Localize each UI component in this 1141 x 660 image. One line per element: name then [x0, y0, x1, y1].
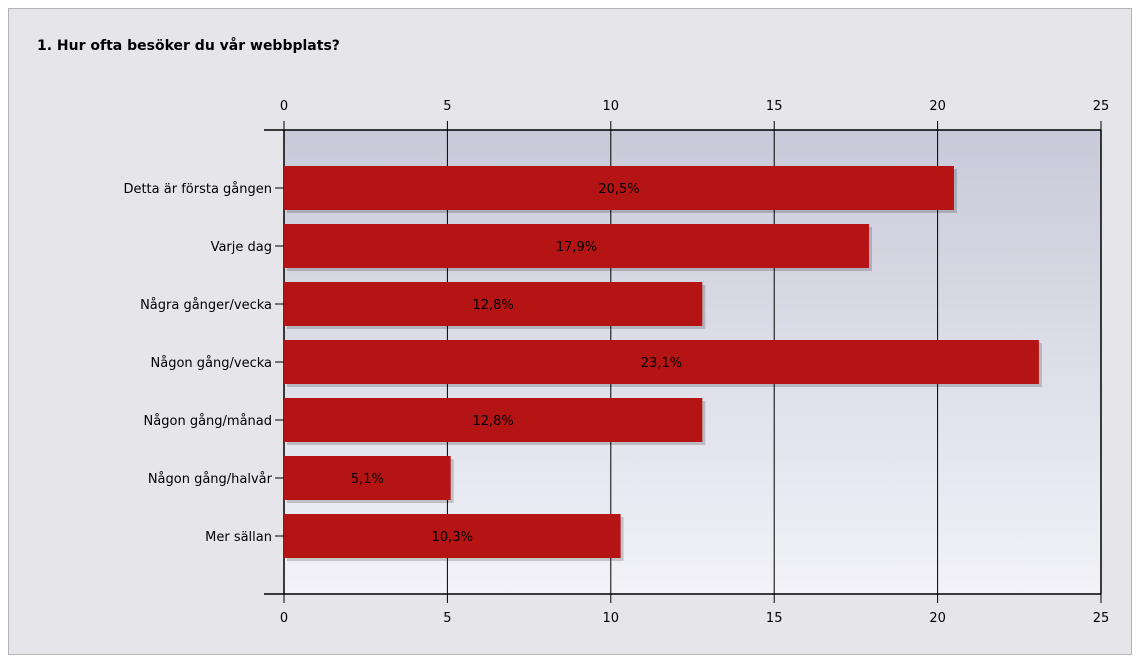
data-label: 17,9% — [556, 240, 597, 255]
bar — [284, 224, 869, 268]
x-tick-label-top: 0 — [280, 99, 288, 114]
category-label: Någon gång/månad — [144, 414, 272, 429]
bar — [284, 514, 621, 558]
category-label: Detta är första gången — [123, 182, 272, 197]
x-tick-label-bottom: 15 — [766, 611, 783, 626]
x-tick-label-bottom: 20 — [929, 611, 946, 626]
x-tick-label-bottom: 10 — [603, 611, 620, 626]
x-tick-label-top: 20 — [929, 99, 946, 114]
data-label: 20,5% — [598, 182, 639, 197]
question-title: 1. Hur ofta besöker du vår webbplats? — [37, 38, 340, 54]
x-tick-label-bottom: 0 — [280, 611, 288, 626]
bar — [284, 456, 451, 500]
data-label: 12,8% — [472, 414, 513, 429]
bar — [284, 282, 703, 326]
data-label: 23,1% — [641, 356, 682, 371]
category-label: Mer sällan — [205, 530, 272, 545]
x-tick-label-top: 5 — [443, 99, 451, 114]
category-label: Varje dag — [211, 240, 272, 255]
bar — [284, 398, 703, 442]
category-label: Någon gång/halvår — [148, 472, 273, 487]
data-label: 10,3% — [432, 530, 473, 545]
x-tick-label-bottom: 25 — [1093, 611, 1110, 626]
data-label: 5,1% — [351, 472, 384, 487]
bar — [284, 166, 954, 210]
category-label: Någon gång/vecka — [151, 356, 272, 371]
x-tick-label-top: 10 — [603, 99, 620, 114]
x-tick-label-bottom: 5 — [443, 611, 451, 626]
category-label: Några gånger/vecka — [140, 298, 272, 313]
x-tick-label-top: 25 — [1093, 99, 1110, 114]
data-label: 12,8% — [472, 298, 513, 313]
x-tick-label-top: 15 — [766, 99, 783, 114]
bar — [284, 340, 1039, 384]
